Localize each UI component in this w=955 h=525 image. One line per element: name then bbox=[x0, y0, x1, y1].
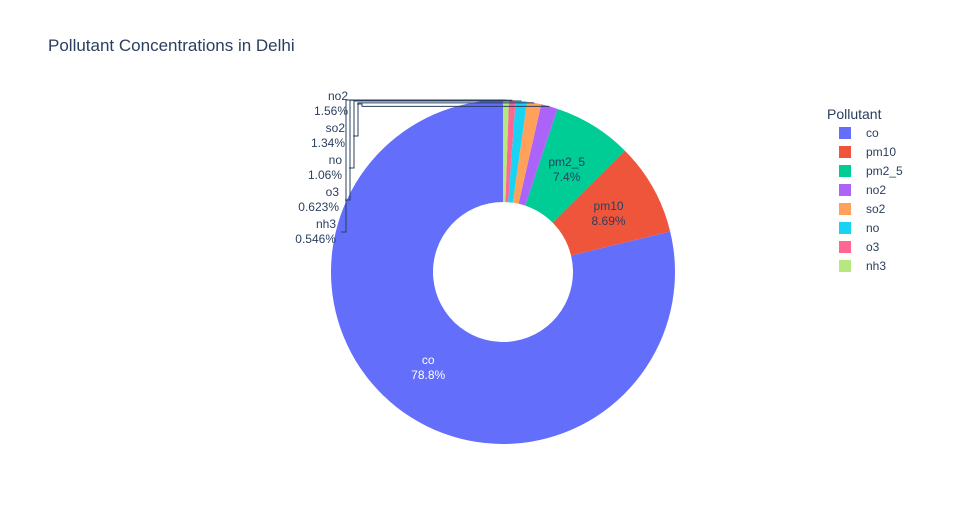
legend-title: Pollutant bbox=[827, 106, 882, 122]
pie-slices bbox=[330, 100, 675, 444]
legend-swatch-so2 bbox=[839, 203, 851, 215]
slice-percent-pm10: 8.69% bbox=[592, 214, 626, 228]
legend-label-no: no bbox=[866, 221, 880, 235]
legend-item-no[interactable]: no bbox=[839, 221, 880, 235]
slice-label-pm10: pm10 bbox=[594, 199, 624, 213]
slice-no2[interactable] bbox=[518, 104, 558, 206]
slice-no[interactable] bbox=[508, 100, 528, 203]
legend-item-co[interactable]: co bbox=[839, 126, 879, 140]
legend-item-o3[interactable]: o3 bbox=[839, 240, 880, 254]
legend-swatch-o3 bbox=[839, 241, 851, 253]
legend-swatch-pm2_5 bbox=[839, 165, 851, 177]
slice-label-nh3: nh3 bbox=[316, 217, 336, 231]
legend-label-so2: so2 bbox=[866, 202, 886, 216]
legend-swatch-co bbox=[839, 127, 851, 139]
slice-label-o3: o3 bbox=[326, 185, 340, 199]
legend-item-no2[interactable]: no2 bbox=[839, 183, 886, 197]
slice-percent-nh3: 0.546% bbox=[295, 232, 336, 246]
chart-title: Pollutant Concentrations in Delhi bbox=[48, 36, 295, 55]
slice-pm2_5[interactable] bbox=[525, 108, 625, 223]
slice-co[interactable] bbox=[330, 100, 675, 444]
slice-percent-co: 78.8% bbox=[411, 368, 445, 382]
slice-percent-no: 1.06% bbox=[308, 168, 342, 182]
legend-item-nh3[interactable]: nh3 bbox=[839, 259, 886, 273]
slice-o3[interactable] bbox=[505, 100, 516, 203]
slice-label-no: no bbox=[329, 153, 343, 167]
legend-label-co: co bbox=[866, 126, 879, 140]
slice-percent-so2: 1.34% bbox=[311, 136, 345, 150]
legend-swatch-pm10 bbox=[839, 146, 851, 158]
slice-label-co: co bbox=[422, 353, 435, 367]
legend-label-pm10: pm10 bbox=[866, 145, 896, 159]
legend-item-so2[interactable]: so2 bbox=[839, 202, 886, 216]
leader-line-nh3 bbox=[341, 99, 506, 233]
slice-percent-no2: 1.56% bbox=[314, 104, 348, 118]
slice-percent-o3: 0.623% bbox=[298, 200, 339, 214]
slice-so2[interactable] bbox=[512, 101, 542, 204]
legend-swatch-nh3 bbox=[839, 260, 851, 272]
legend-label-o3: o3 bbox=[866, 240, 880, 254]
legend-label-pm2_5: pm2_5 bbox=[866, 164, 903, 178]
slice-label-so2: so2 bbox=[326, 121, 346, 135]
slice-label-no2: no2 bbox=[328, 89, 348, 103]
legend: Pollutant co pm10 pm2_5 no2 so2 no o3 nh3 bbox=[827, 106, 903, 273]
slice-pm10[interactable] bbox=[552, 150, 671, 256]
leader-line-no bbox=[349, 100, 522, 169]
slice-label-pm2_5: pm2_5 bbox=[548, 155, 585, 169]
legend-label-nh3: nh3 bbox=[866, 259, 886, 273]
legend-label-no2: no2 bbox=[866, 183, 886, 197]
legend-item-pm10[interactable]: pm10 bbox=[839, 145, 896, 159]
legend-swatch-no2 bbox=[839, 184, 851, 196]
slice-nh3[interactable] bbox=[503, 100, 509, 203]
leader-line-so2 bbox=[353, 102, 535, 137]
slice-percent-pm2_5: 7.4% bbox=[553, 170, 581, 184]
legend-swatch-no bbox=[839, 222, 851, 234]
leader-line-no2 bbox=[357, 103, 550, 107]
legend-item-pm2_5[interactable]: pm2_5 bbox=[839, 164, 903, 178]
